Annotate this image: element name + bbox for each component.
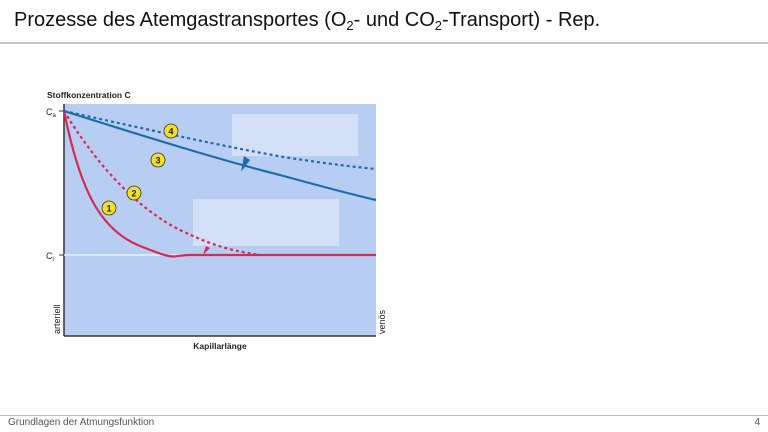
page-number: 4 <box>754 417 760 428</box>
y-axis-label: Stoffkonzentration C <box>47 90 131 100</box>
curve-4-blue-dotted <box>63 109 377 171</box>
marker-4: 4 <box>163 123 179 139</box>
arteriell-label: arteriell <box>52 304 62 334</box>
marker-1: 1 <box>101 200 117 216</box>
footer-divider <box>0 415 768 416</box>
x-axis-label: Kapillarlänge <box>193 341 247 351</box>
title-divider <box>0 42 768 44</box>
ca-label: Ca <box>46 107 57 119</box>
pointer-lower <box>203 246 210 255</box>
venoes-label: venös <box>377 309 387 334</box>
curve-2-red-dotted <box>63 110 261 257</box>
svg-text:2: 2 <box>131 189 136 199</box>
svg-text:4: 4 <box>168 127 173 137</box>
blank-label-box-upper <box>232 114 358 156</box>
footer-text: Grundlagen der Atmungsfunktion <box>8 417 155 428</box>
marker-3: 3 <box>150 152 166 168</box>
curve-1-red-solid <box>62 110 376 258</box>
svg-text:1: 1 <box>106 204 111 214</box>
slide-title: Prozesse des Atemgastransportes (O2- und… <box>14 9 601 33</box>
ci-label: Ci <box>46 251 54 263</box>
pointer-upper <box>241 156 250 172</box>
svg-text:3: 3 <box>155 156 160 166</box>
curve-3-blue-solid <box>63 109 377 202</box>
marker-2: 2 <box>126 185 142 201</box>
blank-label-box-lower <box>193 199 339 246</box>
